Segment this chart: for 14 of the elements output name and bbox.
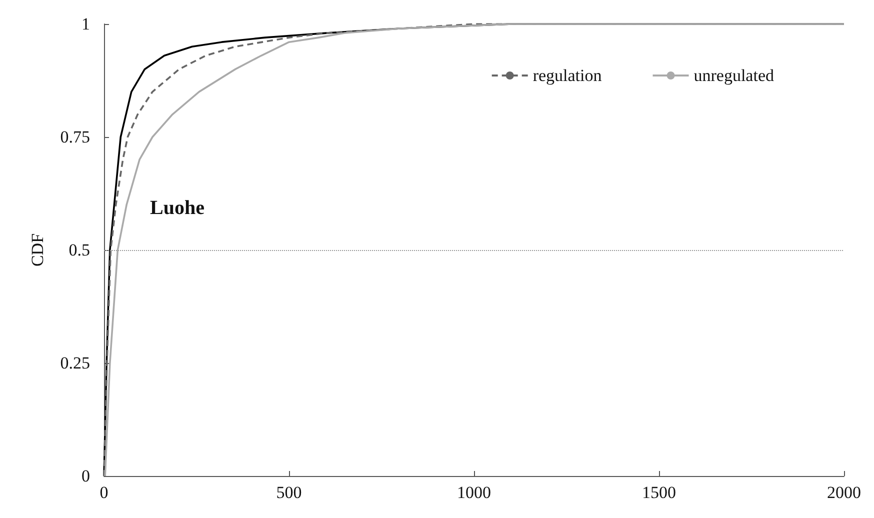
y-tick-label: 0.25 (60, 354, 90, 372)
y-tick-label: 0.5 (68, 240, 90, 260)
legend-label: unregulated (694, 66, 774, 85)
y-axis-title: CDF (28, 233, 47, 267)
y-tick-label: 0.75 (60, 128, 90, 146)
legend-label: regulation (532, 66, 602, 85)
x-tick-label: 500 (276, 483, 302, 502)
x-tick-label: 1000 (457, 483, 491, 502)
x-tick-label: 0 (100, 483, 108, 502)
y-tick-label: 0 (82, 466, 90, 486)
x-tick-label: 1500 (642, 483, 676, 502)
y-tick-label: 1 (82, 14, 90, 34)
annotation: Luohe (150, 197, 205, 219)
x-tick-label: 2000 (827, 483, 861, 502)
